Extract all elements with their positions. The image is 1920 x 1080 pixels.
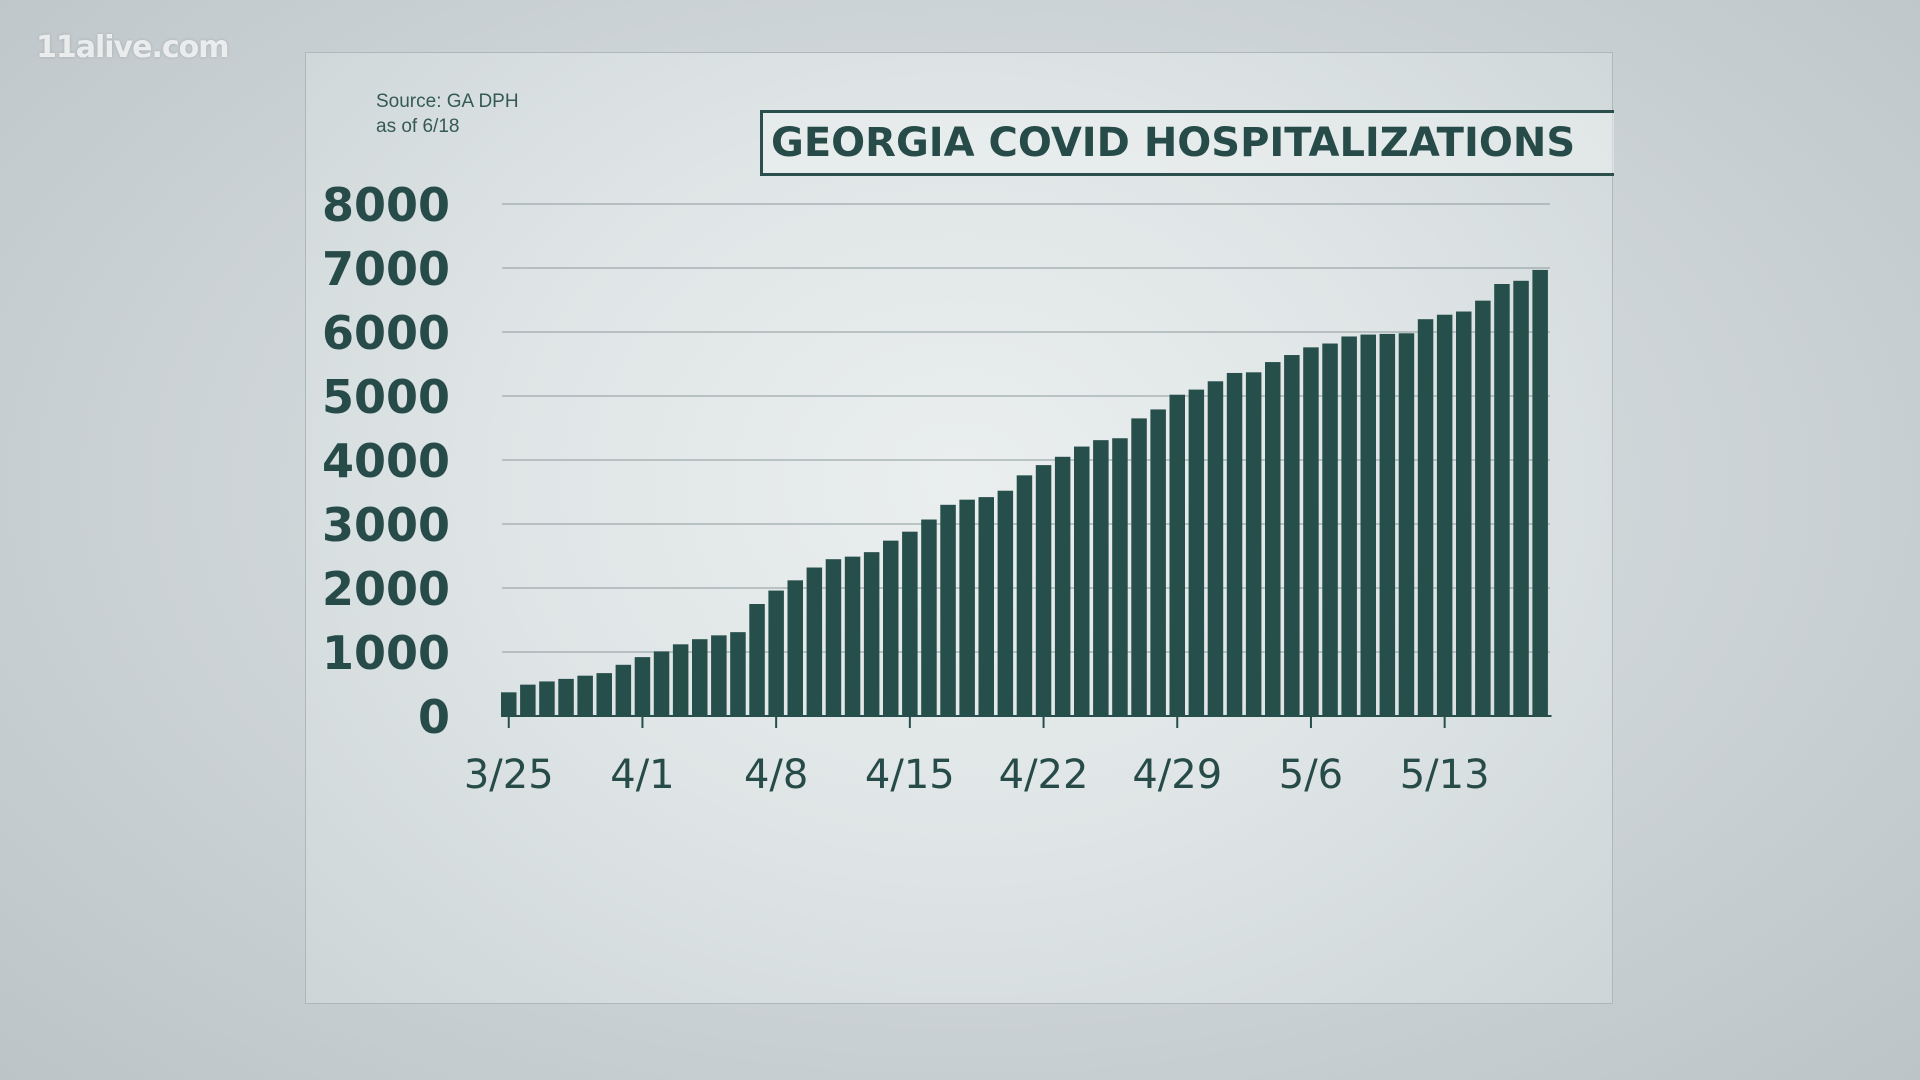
bar (692, 639, 708, 716)
bar (539, 681, 555, 716)
bar (501, 692, 517, 716)
bar (1303, 347, 1319, 716)
y-tick-label: 7000 (322, 242, 450, 296)
bars (501, 269, 1552, 717)
bar (1169, 394, 1185, 716)
bar (615, 664, 632, 716)
x-tick-label: 4/29 (1132, 752, 1222, 798)
x-tick-label: 4/15 (865, 752, 955, 798)
y-tick-label: 4000 (322, 434, 450, 488)
bar (1532, 269, 1548, 716)
x-tick-label: 4/8 (744, 752, 808, 798)
y-tick-label: 0 (418, 690, 450, 744)
bar (1284, 355, 1300, 716)
bar (1322, 343, 1338, 716)
station-watermark: 11alive.com (36, 30, 230, 65)
x-tick-label: 3/25 (464, 752, 554, 798)
as-of-line: as of 6/18 (376, 116, 460, 137)
y-tick-label: 1000 (322, 626, 450, 680)
x-axis-ticks: 3/25 4/1 4/8 4/15 4/22 4/29 5/6 5/13 (464, 716, 1490, 798)
bar (596, 673, 612, 716)
bar (1188, 389, 1205, 716)
bar (672, 644, 689, 716)
bar (1417, 319, 1434, 716)
x-tick-label: 5/13 (1400, 752, 1490, 798)
bar (1341, 336, 1357, 716)
bar (844, 556, 861, 716)
bar (1513, 280, 1529, 716)
bar (1112, 438, 1128, 716)
bar (1093, 440, 1109, 716)
y-tick-label: 3000 (322, 498, 450, 552)
bar (825, 559, 842, 716)
bar (749, 604, 765, 716)
bar (787, 580, 803, 716)
bar (1360, 334, 1376, 716)
y-tick-label: 6000 (322, 306, 450, 360)
bar (558, 678, 574, 716)
bar (806, 567, 823, 716)
y-tick-label: 8000 (322, 178, 450, 232)
bar (1265, 362, 1281, 716)
bar (520, 684, 536, 716)
x-tick-label: 4/1 (610, 752, 674, 798)
bar (1207, 381, 1224, 716)
bar (1475, 300, 1491, 716)
bar (997, 490, 1014, 716)
chart-title-box: GEORGIA COVID HOSPITALIZATIONS (760, 110, 1614, 176)
bar (730, 632, 746, 716)
bar (902, 531, 918, 716)
bar (883, 540, 899, 716)
bar (577, 675, 593, 716)
bar (921, 519, 937, 716)
bar (1494, 284, 1510, 716)
bar (768, 590, 784, 716)
bar (978, 497, 994, 716)
bar (1245, 372, 1262, 716)
bar (1226, 372, 1243, 716)
bar (1016, 475, 1033, 716)
x-tick-label: 4/22 (999, 752, 1089, 798)
bar (863, 552, 880, 716)
source-note: Source: GA DPH as of 6/18 (376, 89, 519, 139)
bar (1456, 311, 1472, 716)
y-tick-label: 2000 (322, 562, 450, 616)
bar (1035, 465, 1052, 716)
source-line: Source: GA DPH (376, 91, 519, 112)
bar (711, 635, 727, 716)
bar (959, 499, 975, 716)
y-axis-ticks: 0 1000 2000 3000 4000 5000 6000 7000 8000 (322, 178, 450, 744)
bar (940, 504, 956, 716)
bar (634, 657, 651, 716)
bar (1379, 333, 1396, 716)
bar (1131, 418, 1147, 716)
bar (1150, 409, 1166, 716)
bar (653, 651, 670, 716)
chart-title: GEORGIA COVID HOSPITALIZATIONS (771, 120, 1576, 166)
bar (1436, 314, 1453, 716)
bar (1054, 456, 1071, 716)
bar (1074, 446, 1090, 716)
x-tick-label: 5/6 (1279, 752, 1343, 798)
bar (1398, 333, 1415, 716)
y-tick-label: 5000 (322, 370, 450, 424)
